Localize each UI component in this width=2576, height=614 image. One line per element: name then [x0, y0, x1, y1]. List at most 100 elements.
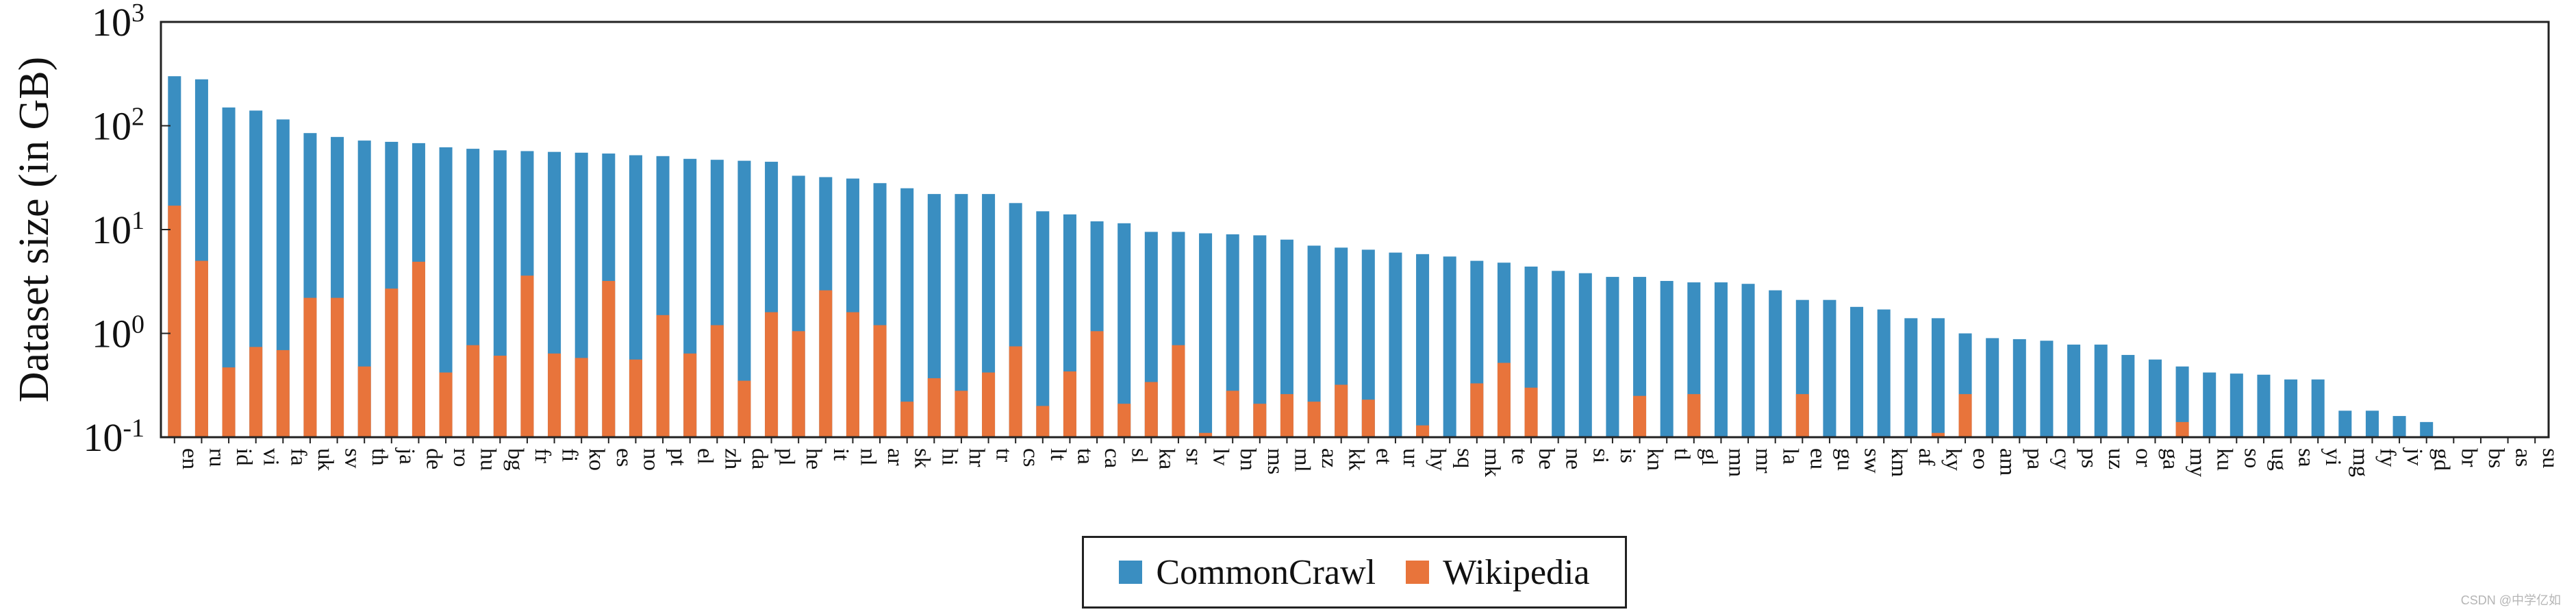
- bar-commoncrawl-uz: [2094, 344, 2108, 437]
- x-tick-label-bn: bn: [1235, 448, 1260, 471]
- x-axis: en ru id vi fa uk sv th ja de ro hu bg fr fi ko es no pt el…: [173, 437, 2562, 478]
- bar-commoncrawl-mg: [2338, 410, 2352, 437]
- bar-wikipedia-lt: [1036, 406, 1050, 437]
- bar-commoncrawl-my: [2175, 366, 2189, 437]
- x-tick-label-vi: vi: [259, 448, 283, 466]
- x-tick-label-mr: mr: [1751, 448, 1776, 474]
- bar-wikipedia-zh: [710, 325, 724, 437]
- x-tick-label-az: az: [1317, 448, 1341, 468]
- x-tick-label-sr: sr: [1181, 448, 1206, 465]
- x-tick-label-ml: ml: [1289, 448, 1314, 472]
- bar-commoncrawl-ky: [1931, 318, 1945, 437]
- x-tick-label-la: la: [1778, 448, 1803, 465]
- x-tick-label-sw: sw: [1860, 448, 1884, 474]
- bar-wikipedia-bg: [493, 356, 507, 437]
- y-axis: 10-1 100 101 102 103: [83, 0, 171, 460]
- bar-commoncrawl-ga: [2148, 359, 2162, 437]
- bar-wikipedia-nl: [846, 312, 859, 437]
- bar-commoncrawl-so: [2230, 373, 2243, 437]
- x-tick-label-ca: ca: [1100, 448, 1124, 469]
- x-tick-label-eu: eu: [1805, 448, 1830, 469]
- x-tick-label-bs: bs: [2484, 448, 2508, 468]
- bar-commoncrawl-gu: [1823, 299, 1836, 437]
- bar-wikipedia-it: [819, 290, 833, 437]
- bar-wikipedia-sr: [1172, 345, 1185, 437]
- bar-commoncrawl-jv: [2392, 416, 2406, 437]
- x-tick-label-de: de: [421, 448, 446, 469]
- x-tick-label-is: is: [1615, 448, 1640, 463]
- bar-commoncrawl-mr: [1741, 284, 1755, 437]
- watermark: CSDN @中学亿如: [2460, 593, 2561, 607]
- legend: CommonCrawl Wikipedia: [1082, 536, 1627, 609]
- x-tick-label-hi: hi: [937, 448, 961, 466]
- bar-commoncrawl-ro: [439, 147, 453, 438]
- bar-wikipedia-ko: [574, 358, 588, 437]
- bar-commoncrawl-th: [357, 140, 371, 437]
- bar-commoncrawl-gd: [2420, 421, 2434, 437]
- x-tick-label-zh: zh: [720, 448, 744, 470]
- bar-wikipedia-ta: [1063, 371, 1076, 437]
- bar-commoncrawl-az: [1307, 245, 1321, 437]
- bar-commoncrawl-tl: [1660, 280, 1674, 437]
- bar-commoncrawl-yi: [2311, 379, 2325, 437]
- x-tick-label-mk: mk: [1480, 448, 1504, 478]
- bar-wikipedia-no: [629, 359, 642, 437]
- x-tick-label-gd: gd: [2429, 448, 2454, 471]
- x-tick-label-cy: cy: [2049, 448, 2074, 470]
- bar-wikipedia-gl: [1687, 394, 1701, 437]
- x-tick-label-so: so: [2239, 448, 2264, 468]
- bar-commoncrawl-sw: [1850, 306, 1864, 437]
- x-tick-label-ur: ur: [1398, 448, 1423, 467]
- bar-commoncrawl-ug: [2257, 374, 2271, 437]
- x-tick-label-pa: pa: [2022, 448, 2047, 470]
- x-tick-label-kn: kn: [1643, 448, 1667, 471]
- bar-wikipedia-el: [683, 353, 697, 437]
- x-tick-label-it: it: [829, 448, 853, 460]
- x-tick-label-ka: ka: [1154, 448, 1178, 470]
- bar-commoncrawl-ku: [2203, 372, 2217, 437]
- x-tick-label-te: te: [1506, 448, 1531, 465]
- x-tick-label-nl: nl: [855, 448, 880, 466]
- x-tick-label-et: et: [1371, 448, 1396, 465]
- bar-commoncrawl-sk: [900, 188, 914, 437]
- x-tick-label-si: si: [1588, 448, 1613, 463]
- bar-commoncrawl-lt: [1036, 211, 1050, 437]
- x-tick-label-jv: jv: [2402, 447, 2427, 466]
- x-tick-label-uk: uk: [313, 448, 338, 471]
- bar-wikipedia-kn: [1633, 395, 1647, 437]
- x-tick-label-sv: sv: [340, 448, 365, 469]
- bar-commoncrawl-af: [1904, 318, 1918, 437]
- bar-commoncrawl-mn: [1714, 282, 1728, 437]
- x-tick-label-fi: fi: [557, 448, 582, 462]
- x-tick-label-no: no: [638, 448, 663, 471]
- bar-wikipedia-kk: [1335, 384, 1348, 437]
- x-tick-label-ms: ms: [1263, 448, 1287, 475]
- bar-wikipedia-uk: [303, 297, 317, 437]
- bar-wikipedia-ka: [1144, 382, 1158, 437]
- bar-commoncrawl-hr: [955, 194, 968, 437]
- bar-wikipedia-mk: [1470, 383, 1484, 437]
- y-tick-label-1: 100: [92, 310, 144, 356]
- bar-wikipedia-fi: [548, 353, 561, 437]
- bar-commoncrawl-pa: [2012, 339, 2026, 437]
- x-tick-label-id: id: [231, 448, 256, 466]
- bar-wikipedia-de: [412, 261, 425, 437]
- bar-commoncrawl-et: [1361, 249, 1375, 437]
- x-tick-label-yi: yi: [2321, 448, 2345, 466]
- bar-wikipedia-da: [737, 380, 751, 437]
- bar-wikipedia-my: [2175, 421, 2189, 437]
- bar-wikipedia-bn: [1226, 391, 1239, 437]
- x-tick-label-ky: ky: [1941, 448, 1965, 471]
- bar-commoncrawl-ne: [1552, 271, 1565, 437]
- bar-wikipedia-pt: [656, 315, 670, 437]
- legend-item-commoncrawl: CommonCrawl: [1119, 552, 1376, 593]
- x-tick-label-ja: ja: [394, 447, 419, 465]
- bar-commoncrawl-am: [1986, 338, 1999, 437]
- legend-item-wikipedia: Wikipedia: [1406, 552, 1590, 593]
- bar-commoncrawl-km: [1877, 309, 1891, 437]
- x-tick-label-hu: hu: [476, 448, 501, 471]
- x-tick-label-mn: mn: [1723, 448, 1748, 477]
- x-tick-label-en: en: [177, 448, 202, 469]
- legend-label-commoncrawl: CommonCrawl: [1156, 552, 1376, 592]
- bar-wikipedia-es: [602, 280, 616, 437]
